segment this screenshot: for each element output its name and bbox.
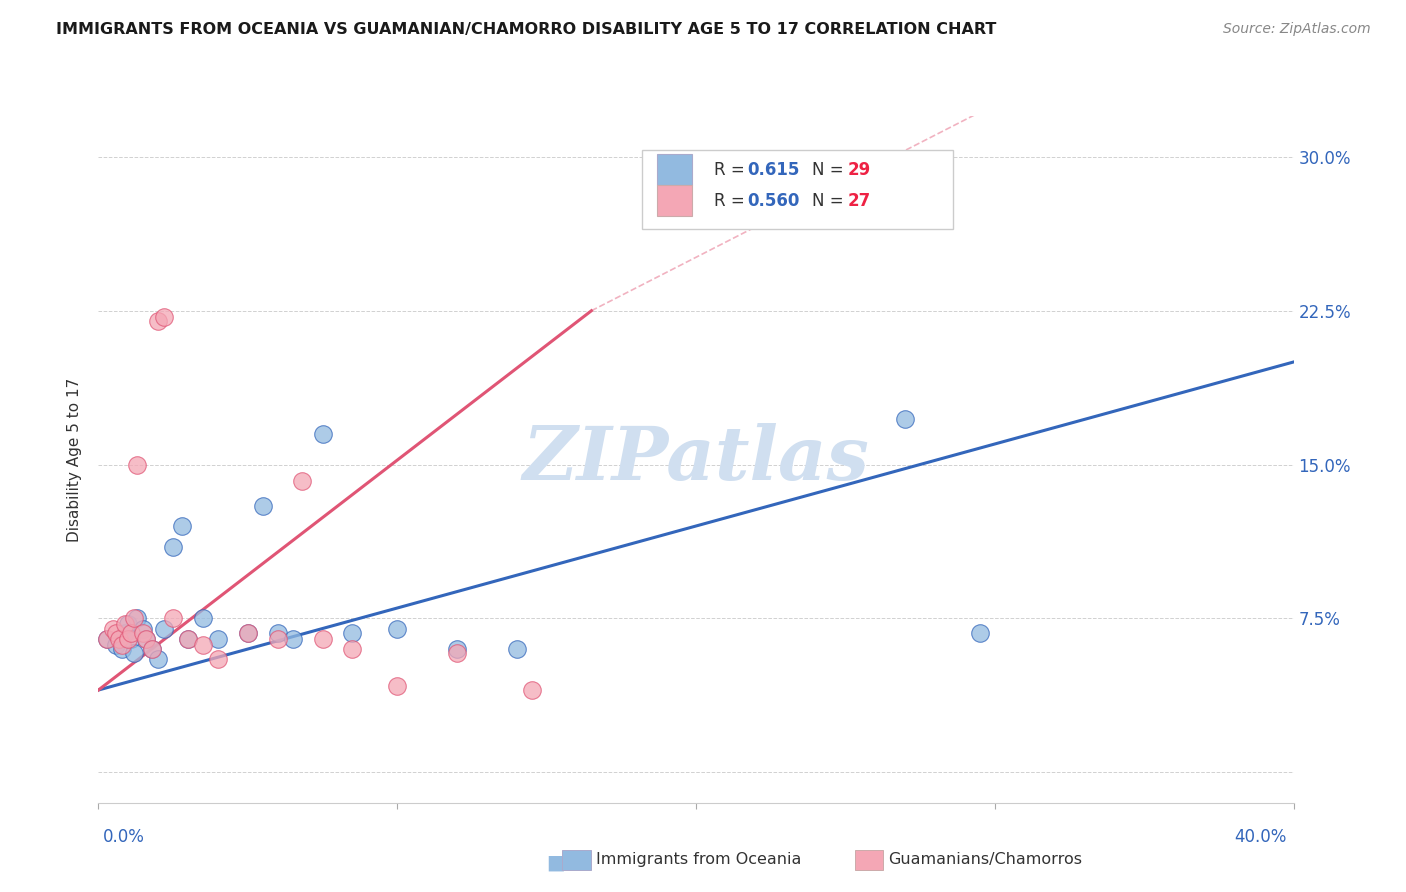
- Point: [153, 622, 176, 636]
- Point: [342, 642, 364, 657]
- Point: [191, 638, 214, 652]
- Point: [191, 611, 214, 625]
- Point: [114, 625, 136, 640]
- Point: [141, 642, 163, 657]
- Point: [135, 632, 157, 646]
- Text: ▪: ▪: [546, 848, 565, 877]
- Text: Immigrants from Oceania: Immigrants from Oceania: [596, 853, 801, 867]
- Point: [148, 652, 170, 666]
- Point: [96, 632, 118, 646]
- Point: [252, 499, 274, 513]
- Point: [207, 632, 229, 646]
- Point: [105, 625, 128, 640]
- Text: 40.0%: 40.0%: [1234, 828, 1286, 846]
- Point: [127, 458, 149, 472]
- Point: [311, 632, 333, 646]
- Point: [177, 632, 200, 646]
- Point: [894, 412, 917, 426]
- Point: [111, 638, 134, 652]
- Point: [124, 646, 146, 660]
- Point: [172, 519, 194, 533]
- Point: [120, 625, 142, 640]
- Point: [446, 646, 468, 660]
- Bar: [657, 186, 692, 216]
- Point: [148, 314, 170, 328]
- Point: [969, 625, 991, 640]
- Point: [207, 652, 229, 666]
- Text: IMMIGRANTS FROM OCEANIA VS GUAMANIAN/CHAMORRO DISABILITY AGE 5 TO 17 CORRELATION: IMMIGRANTS FROM OCEANIA VS GUAMANIAN/CHA…: [56, 22, 997, 37]
- Point: [132, 622, 155, 636]
- Text: ZIPatlas: ZIPatlas: [523, 423, 869, 496]
- Point: [267, 625, 290, 640]
- Point: [162, 540, 184, 554]
- Point: [267, 632, 290, 646]
- Point: [385, 622, 409, 636]
- Bar: [657, 154, 692, 186]
- Point: [108, 632, 131, 646]
- Point: [117, 617, 139, 632]
- Y-axis label: Disability Age 5 to 17: Disability Age 5 to 17: [67, 377, 83, 541]
- Text: R =: R =: [714, 161, 749, 179]
- Point: [177, 632, 200, 646]
- Text: 27: 27: [848, 192, 870, 211]
- Text: Source: ZipAtlas.com: Source: ZipAtlas.com: [1223, 22, 1371, 37]
- Text: 0.615: 0.615: [748, 161, 800, 179]
- Text: N =: N =: [811, 192, 849, 211]
- Point: [135, 632, 157, 646]
- Point: [105, 638, 128, 652]
- Point: [506, 642, 529, 657]
- FancyBboxPatch shape: [643, 150, 953, 229]
- Point: [153, 310, 176, 324]
- Point: [141, 642, 163, 657]
- Point: [162, 611, 184, 625]
- Text: 0.560: 0.560: [748, 192, 800, 211]
- Text: N =: N =: [811, 161, 849, 179]
- Point: [281, 632, 304, 646]
- Point: [446, 642, 468, 657]
- Point: [291, 474, 314, 488]
- Point: [114, 617, 136, 632]
- Point: [117, 632, 139, 646]
- Text: 0.0%: 0.0%: [103, 828, 145, 846]
- Point: [236, 625, 259, 640]
- Point: [96, 632, 118, 646]
- Point: [520, 683, 543, 698]
- Point: [124, 611, 146, 625]
- Text: Guamanians/Chamorros: Guamanians/Chamorros: [889, 853, 1083, 867]
- Point: [132, 625, 155, 640]
- Text: R =: R =: [714, 192, 749, 211]
- Text: 29: 29: [848, 161, 870, 179]
- Point: [103, 622, 125, 636]
- Point: [311, 426, 333, 441]
- Point: [342, 625, 364, 640]
- Point: [120, 632, 142, 646]
- Point: [385, 679, 409, 693]
- Point: [127, 611, 149, 625]
- Point: [236, 625, 259, 640]
- Point: [111, 642, 134, 657]
